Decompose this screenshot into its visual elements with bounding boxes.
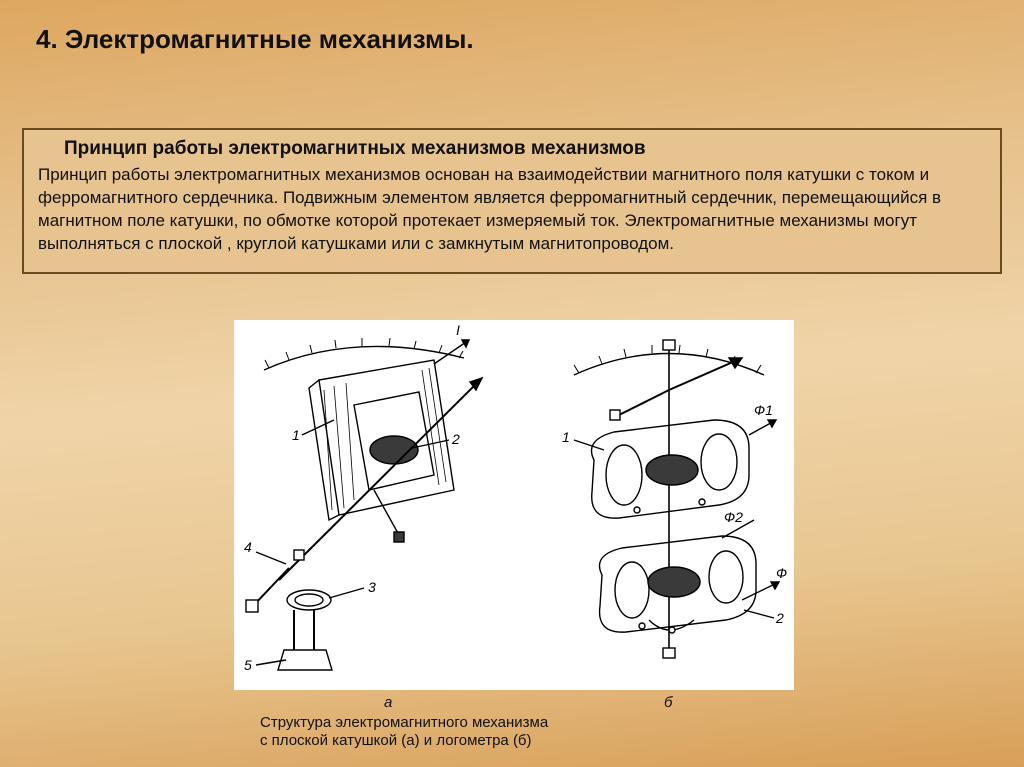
ref-2b: 2 [775, 610, 784, 626]
ref-1a: 1 [292, 427, 300, 443]
figure-caption: Структура электромагнитного механизма с … [260, 714, 820, 750]
info-panel: Принцип работы электромагнитных механизм… [22, 128, 1002, 274]
diagram-b: Ф1 1 Ф2 Ф 2 [562, 340, 787, 658]
ref-1b: 1 [562, 429, 570, 445]
ref-3a: 3 [368, 579, 376, 595]
ref-4a: 4 [244, 539, 252, 555]
ref-phi: Ф [776, 565, 787, 581]
label-a: а [384, 694, 392, 711]
panel-body: Принцип работы электромагнитных механизм… [38, 164, 986, 256]
ref-phi1: Ф1 [754, 402, 773, 418]
ref-2a: 2 [451, 431, 460, 447]
caption-line-2: с плоской катушкой (а) и логометра (б) [260, 732, 532, 749]
diagram-a: I 1 2 3 4 [244, 322, 482, 673]
ref-I: I [456, 322, 460, 338]
label-b: б [664, 694, 672, 711]
ref-5a: 5 [244, 657, 252, 673]
ref-phi2: Ф2 [724, 509, 743, 525]
caption-line-1: Структура электромагнитного механизма [260, 714, 548, 731]
panel-heading: Принцип работы электромагнитных механизм… [64, 138, 986, 160]
slide-title: 4. Электромагнитные механизмы. [36, 24, 474, 55]
figure-diagram: I 1 2 3 4 [234, 320, 794, 690]
